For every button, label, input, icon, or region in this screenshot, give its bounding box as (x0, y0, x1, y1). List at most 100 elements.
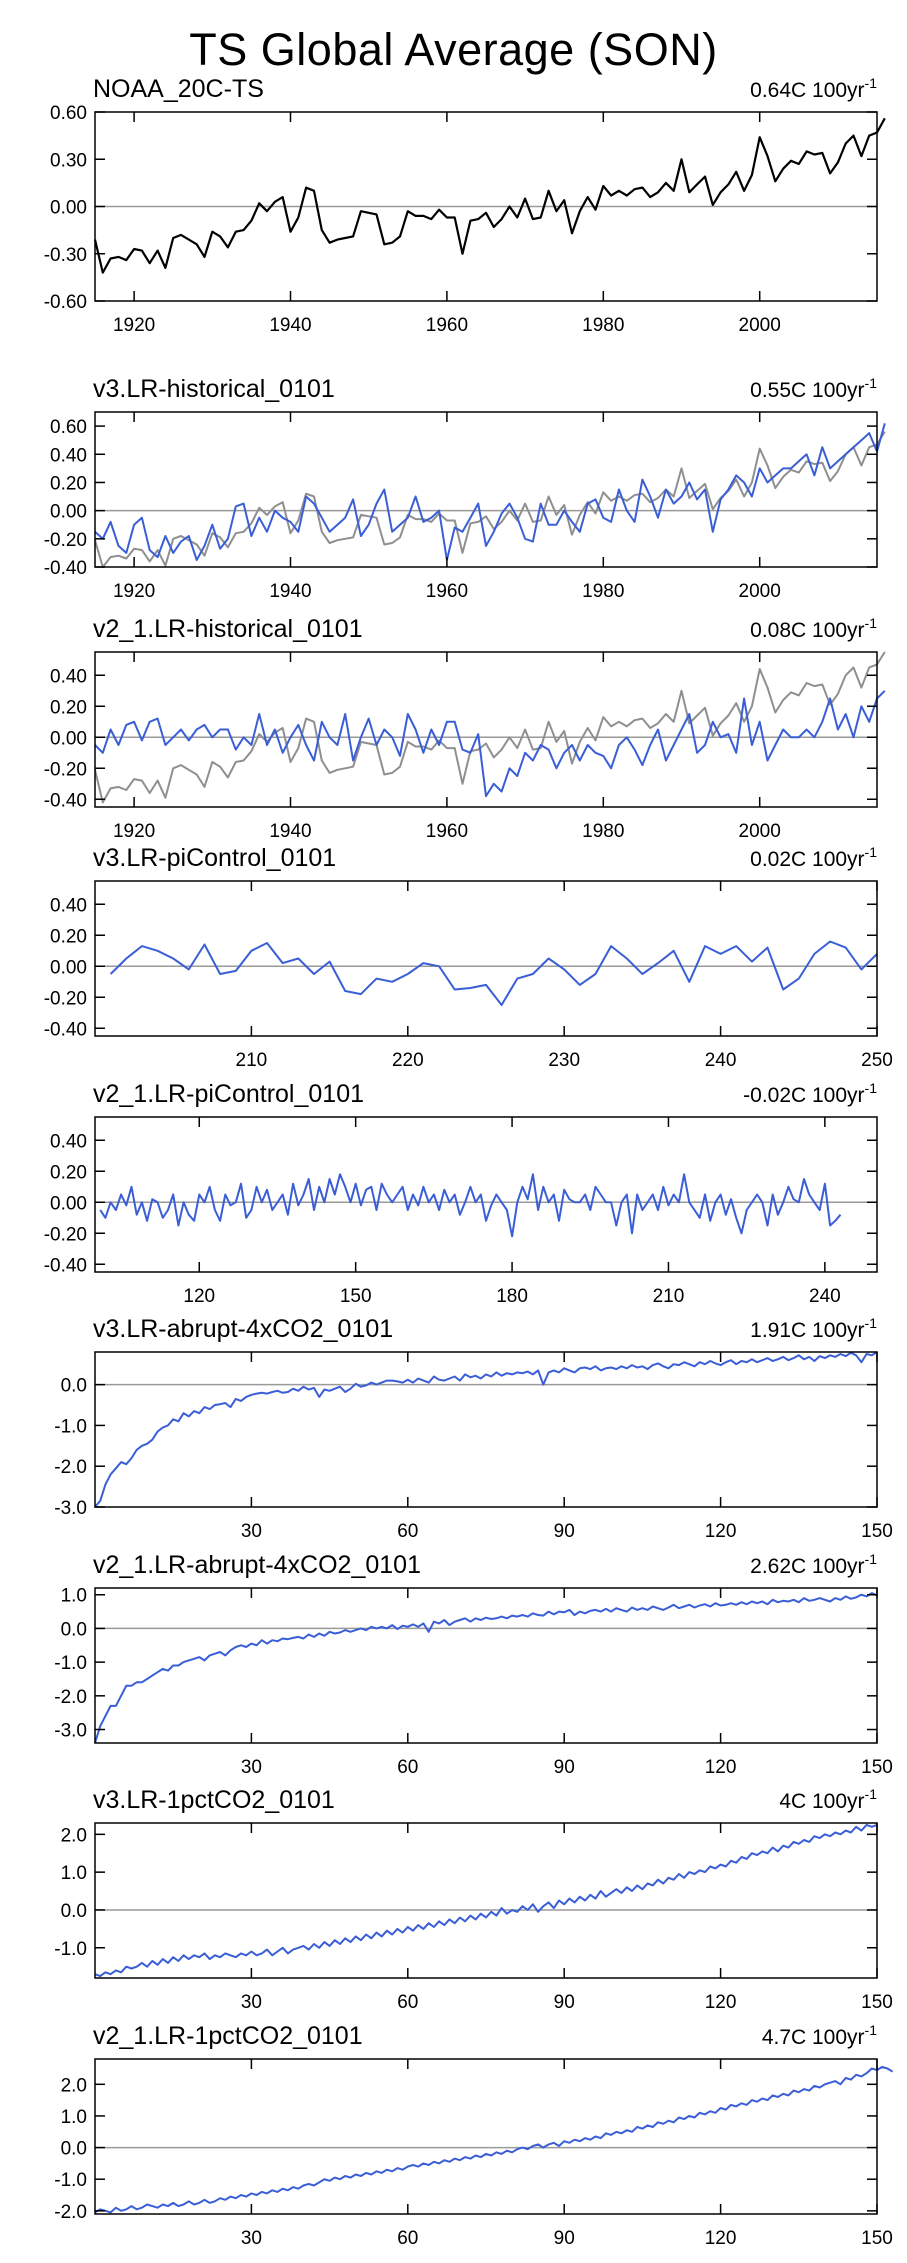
x-tick-label: 60 (397, 1757, 418, 1778)
x-tick-label: 30 (241, 1757, 262, 1778)
panel-trend: 0.02C 100yr-1 (750, 844, 877, 871)
panel-4: v3.LR-piControl_0101 0.02C 100yr-1 210 220 2… (44, 844, 893, 1071)
panel-6: v3.LR-abrupt-4xCO2_0101 1.91C 100yr-1 30 60… (54, 1315, 893, 1542)
x-tick-label: 1940 (269, 581, 311, 602)
x-tick-label: 1920 (113, 821, 155, 842)
x-tick-label: 1940 (269, 821, 311, 842)
y-tick-label: 0.20 (50, 473, 87, 494)
panel-3: v2_1.LR-historical_0101 0.08C 100yr-1 1920… (44, 615, 886, 842)
x-tick-label: 150 (340, 1286, 372, 1307)
panel-trend: 0.08C 100yr-1 (750, 615, 877, 642)
y-tick-label: -0.20 (44, 988, 87, 1009)
x-tick-label: 1980 (582, 821, 624, 842)
y-tick-label: 2.0 (61, 2075, 87, 2096)
x-tick-label: 90 (554, 1757, 575, 1778)
y-tick-label: -1.0 (54, 2170, 87, 2191)
y-tick-label: -0.20 (44, 759, 87, 780)
x-tick-label: 1940 (269, 315, 311, 336)
x-tick-label: 60 (397, 1521, 418, 1542)
x-tick-label: 150 (861, 1521, 893, 1542)
x-tick-label: 210 (236, 1050, 268, 1071)
trend-exponent: -1 (865, 2022, 878, 2038)
plot-frame (94, 1116, 878, 1273)
y-tick-label: 0.60 (50, 417, 87, 438)
y-tick-label: -2.0 (54, 1457, 87, 1478)
y-tick-label: 1.0 (61, 1863, 87, 1884)
trend-exponent: -1 (865, 1315, 878, 1331)
y-tick-label: -0.20 (44, 1224, 87, 1245)
y-tick-label: -0.40 (44, 790, 87, 811)
y-tick-label: -1.0 (54, 1416, 87, 1437)
figure-title: TS Global Average (SON) (189, 24, 718, 75)
series-line-obs (93, 117, 886, 274)
x-tick-label: 240 (809, 1286, 841, 1307)
trend-exponent: -1 (865, 1551, 878, 1567)
plot-frame (94, 2058, 878, 2215)
x-tick-label: 1980 (582, 315, 624, 336)
x-tick-label: 60 (397, 1992, 418, 2013)
panel-trend: 4.7C 100yr-1 (762, 2022, 877, 2049)
y-tick-label: 1.0 (61, 2107, 87, 2128)
y-tick-label: -2.0 (54, 1687, 87, 1708)
panel-9: v2_1.LR-1pctCO2_0101 4.7C 100yr-1 30 60 90 12… (54, 2022, 894, 2249)
x-tick-label: 90 (554, 1521, 575, 1542)
x-tick-label: 1960 (426, 821, 468, 842)
x-tick-label: 1920 (113, 581, 155, 602)
y-tick-label: 0.00 (50, 502, 87, 523)
panel-2: v3.LR-historical_0101 0.55C 100yr-1 1920 19… (44, 375, 886, 602)
panel-5: v2_1.LR-piControl_0101 -0.02C 100yr-1 120 1… (44, 1080, 878, 1307)
panel-title: v2_1.LR-historical_0101 (93, 615, 363, 643)
panel-trend: 0.64C 100yr-1 (750, 75, 877, 102)
y-tick-label: -2.0 (54, 2202, 87, 2223)
trend-exponent: -1 (865, 1080, 878, 1096)
x-tick-label: 240 (705, 1050, 737, 1071)
y-tick-label: 0.0 (61, 1901, 87, 1922)
series-line-model (109, 940, 878, 1006)
panel-7: v2_1.LR-abrupt-4xCO2_0101 2.62C 100yr-1 30… (54, 1551, 893, 1778)
series-line-model (99, 1173, 842, 1238)
y-tick-label: 0.20 (50, 697, 87, 718)
x-tick-label: 30 (241, 1992, 262, 2013)
trend-exponent: -1 (865, 375, 878, 391)
y-tick-label: 0.20 (50, 926, 87, 947)
y-tick-label: 0.0 (61, 1376, 87, 1397)
y-tick-label: 0.00 (50, 728, 87, 749)
y-tick-label: 0.00 (50, 957, 87, 978)
x-tick-label: 120 (705, 1992, 737, 2013)
y-tick-label: -0.40 (44, 1019, 87, 1040)
y-tick-label: 0.40 (50, 445, 87, 466)
x-tick-label: 120 (183, 1286, 215, 1307)
x-tick-label: 150 (861, 1757, 893, 1778)
y-tick-label: 0.0 (61, 2139, 87, 2160)
x-tick-label: 120 (705, 1521, 737, 1542)
y-tick-label: -1.0 (54, 1653, 87, 1674)
series-line-ref (94, 431, 886, 568)
x-tick-label: 150 (861, 2228, 893, 2249)
x-tick-label: 90 (554, 2228, 575, 2249)
plot-frame (94, 1351, 878, 1508)
trend-exponent: -1 (865, 615, 878, 631)
panel-trend: 4C 100yr-1 (779, 1786, 877, 1813)
plot-frame (94, 880, 878, 1037)
x-tick-label: 150 (861, 1992, 893, 2013)
plot-frame (94, 411, 878, 568)
panel-trend: 1.91C 100yr-1 (750, 1315, 877, 1342)
y-tick-label: 0.40 (50, 1131, 87, 1152)
x-tick-label: 30 (241, 1521, 262, 1542)
y-tick-label: 1.0 (61, 1586, 87, 1607)
x-tick-label: 180 (496, 1286, 528, 1307)
y-tick-label: 0.30 (50, 150, 87, 171)
series-line-model (94, 423, 886, 561)
x-tick-label: 1960 (426, 315, 468, 336)
series-line-model (94, 690, 886, 798)
series-line-model (94, 1351, 878, 1508)
x-tick-label: 230 (548, 1050, 580, 1071)
panel-title: v3.LR-1pctCO2_0101 (93, 1786, 335, 1814)
y-tick-label: -0.20 (44, 530, 87, 551)
x-tick-label: 2000 (739, 581, 781, 602)
plot-frame (94, 1587, 878, 1744)
y-tick-label: 0.00 (50, 1193, 87, 1214)
x-tick-label: 60 (397, 2228, 418, 2249)
y-tick-label: 0.60 (50, 103, 87, 124)
